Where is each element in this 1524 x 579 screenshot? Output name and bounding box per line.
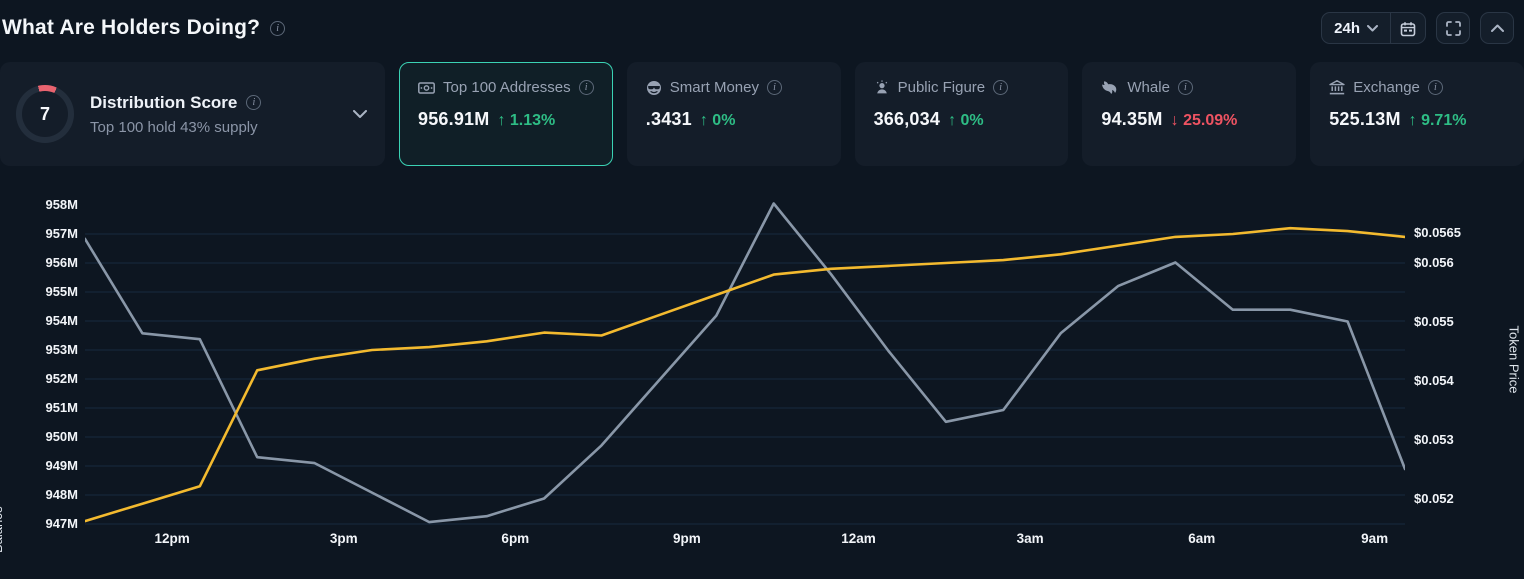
distribution-score-title: Distribution Score xyxy=(90,92,238,112)
distribution-score-info-icon[interactable]: i xyxy=(246,95,262,110)
time-tick-label: 9am xyxy=(1361,531,1389,546)
metric-change-up: ↑ 0% xyxy=(948,112,984,129)
balance-tick-label: 947M xyxy=(45,516,78,531)
metric-cards-row: 7 Distribution Score i Top 100 hold 43% … xyxy=(0,62,1524,166)
metric-card-exchange[interactable]: Exchange i 525.13M ↑ 9.71% xyxy=(1310,62,1524,166)
price-tick-label: $0.052 xyxy=(1414,490,1454,506)
fullscreen-button[interactable] xyxy=(1436,12,1470,44)
time-tick-label: 3pm xyxy=(329,531,358,546)
calendar-icon xyxy=(1400,21,1416,37)
metric-change-up: ↑ 1.13% xyxy=(497,112,556,129)
balance-tick-label: 950M xyxy=(45,429,78,444)
time-tick-label: 12am xyxy=(841,531,876,546)
metric-card-whale[interactable]: Whale i 94.35M ↓ 25.09% xyxy=(1082,62,1297,166)
balance-tick-label: 948M xyxy=(45,487,78,502)
balance-tick-label: 957M xyxy=(45,226,78,241)
whale-icon xyxy=(1101,80,1119,95)
calendar-button[interactable] xyxy=(1391,13,1425,43)
balance-tick-label: 949M xyxy=(45,458,78,473)
balance-tick-label: 951M xyxy=(45,400,78,415)
price-tick-label: $0.053 xyxy=(1414,431,1454,447)
timeframe-value: 24h xyxy=(1334,19,1360,37)
metric-card-label: Top 100 Addresses xyxy=(443,79,571,96)
balance-tick-label: 952M xyxy=(45,371,78,386)
metric-value: 94.35M xyxy=(1101,109,1163,129)
panel-header: What Are Holders Doing? i 24h xyxy=(0,0,1524,56)
metric-card-label: Exchange xyxy=(1353,79,1420,96)
metric-value: .3431 xyxy=(645,109,692,129)
metric-card-label: Public Figure xyxy=(897,79,986,96)
metric-card-label: Whale xyxy=(1127,79,1170,96)
title-info-icon[interactable]: i xyxy=(270,20,286,36)
metric-info-icon[interactable]: i xyxy=(767,80,782,95)
fullscreen-icon xyxy=(1445,20,1461,36)
balance-tick-label: 955M xyxy=(45,284,78,299)
metric-value: 525.13M xyxy=(1329,109,1401,129)
time-tick-label: 6am xyxy=(1188,531,1216,546)
chevron-down-icon xyxy=(1367,24,1378,32)
distribution-score-subtitle: Top 100 hold 43% supply xyxy=(90,118,258,136)
banknote-icon xyxy=(418,81,435,95)
exchange-icon xyxy=(1329,80,1345,95)
line-chart-plot[interactable] xyxy=(85,180,1405,530)
metric-info-icon[interactable]: i xyxy=(578,80,594,95)
price-tick-label: $0.054 xyxy=(1414,372,1454,388)
metric-card-top-100-addresses[interactable]: Top 100 Addresses i 956.91M ↑ 1.13% xyxy=(399,62,613,166)
metric-card-label: Smart Money xyxy=(669,79,759,96)
public-figure-icon xyxy=(874,79,890,96)
distribution-score-card[interactable]: 7 Distribution Score i Top 100 hold 43% … xyxy=(0,62,385,166)
balance-tick-label: 958M xyxy=(45,197,78,212)
divider xyxy=(1390,13,1391,43)
time-tick-label: 6pm xyxy=(501,531,530,546)
metric-change-down: ↓ 25.09% xyxy=(1170,112,1238,129)
metric-info-icon[interactable]: i xyxy=(993,80,1009,95)
holders-chart: Balance Token Price 958M 957M 956M 955M 954M… xyxy=(0,170,1524,579)
price-tick-label: $0.055 xyxy=(1414,313,1454,329)
page-title: What Are Holders Doing? xyxy=(2,16,261,39)
price-tick-label: $0.0565 xyxy=(1414,225,1461,240)
balance-axis-title: Balance xyxy=(0,506,5,553)
timeframe-dropdown[interactable]: 24h xyxy=(1322,13,1390,43)
metric-value: 366,034 xyxy=(873,109,941,129)
balance-tick-label: 953M xyxy=(45,342,78,357)
timeframe-control: 24h xyxy=(1321,12,1426,44)
chevron-down-icon[interactable] xyxy=(353,109,367,119)
distribution-score-gauge: 7 xyxy=(16,85,74,143)
distribution-score-value: 7 xyxy=(39,103,50,124)
time-tick-label: 9pm xyxy=(673,531,701,546)
time-tick-label: 12pm xyxy=(154,531,190,546)
smart-money-icon xyxy=(646,80,662,96)
price-tick-label: $0.056 xyxy=(1414,254,1454,270)
metric-value: 956.91M xyxy=(418,109,490,129)
metric-change-up: ↑ 9.71% xyxy=(1408,112,1467,129)
metric-change-up: ↑ 0% xyxy=(699,112,736,129)
metric-card-smart-money[interactable]: Smart Money i .3431 ↑ 0% xyxy=(626,62,841,166)
metric-info-icon[interactable]: i xyxy=(1177,80,1193,95)
time-tick-label: 3am xyxy=(1016,531,1044,546)
balance-tick-label: 956M xyxy=(45,255,78,270)
balance-tick-label: 954M xyxy=(45,313,78,328)
metric-card-public-figure[interactable]: Public Figure i 366,034 ↑ 0% xyxy=(854,62,1069,166)
metric-info-icon[interactable]: i xyxy=(1427,80,1443,95)
chevron-up-icon xyxy=(1490,24,1504,32)
collapse-button[interactable] xyxy=(1480,12,1514,44)
price-axis-title: Token Price xyxy=(1506,325,1522,394)
